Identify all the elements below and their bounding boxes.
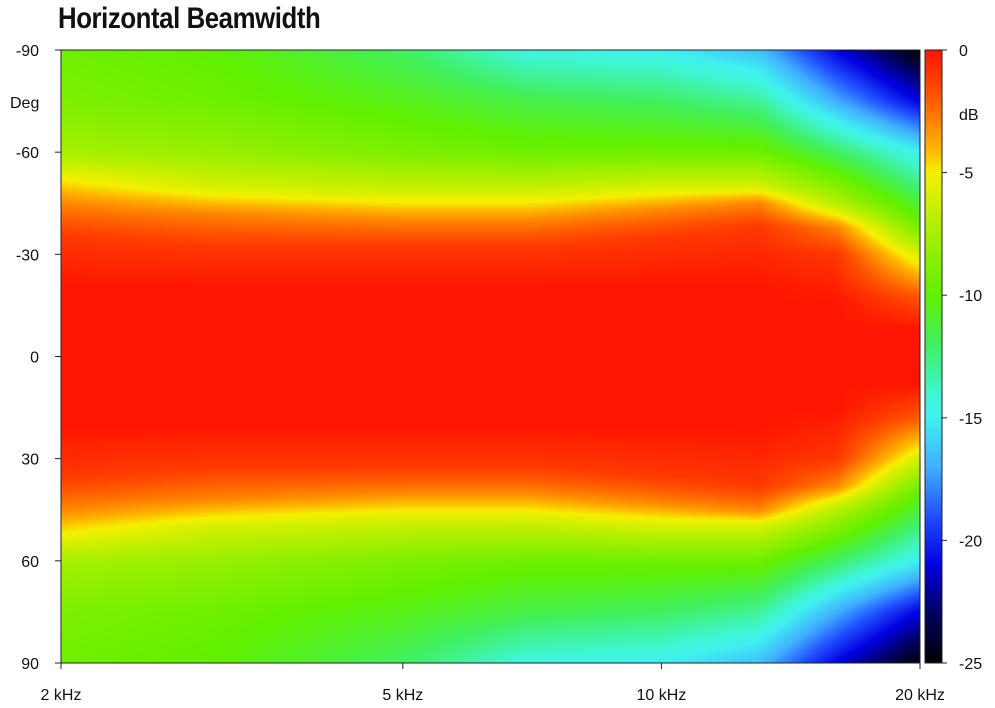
y-axis: -90 -60 -30 0 30 60 90 [16, 43, 61, 673]
heatmap-image [61, 50, 920, 663]
plot-area [60, 49, 921, 664]
colorbar-tick-label: -25 [959, 656, 982, 673]
chart-title: Horizontal Beamwidth [58, 2, 321, 35]
x-axis: 2 kHz 5 kHz 10 kHz 20 kHz [41, 663, 945, 704]
y-axis-label: Deg [10, 95, 39, 112]
colorbar-tick-label: -20 [959, 533, 982, 550]
y-tick-label: 30 [21, 452, 39, 469]
colorbar-unit-label: dB [959, 107, 979, 124]
x-tick-label: 20 kHz [895, 687, 945, 704]
colorbar-gradient [925, 50, 942, 663]
x-tick-label: 5 kHz [382, 687, 423, 704]
y-tick-label: 60 [21, 554, 39, 571]
colorbar-tick-label: -10 [959, 288, 982, 305]
y-tick-label: 90 [21, 656, 39, 673]
colorbar-tick-label: -5 [959, 166, 973, 183]
y-tick-label: -30 [16, 247, 39, 264]
colorbar-ticks: 0 -5 -10 -15 -20 -25 [942, 43, 982, 673]
colorbar-tick-label: 0 [959, 43, 968, 60]
x-tick-label: 2 kHz [41, 687, 82, 704]
x-tick-label: 10 kHz [637, 687, 687, 704]
y-tick-label: 0 [30, 350, 39, 367]
colorbar: 0 -5 -10 -15 -20 -25 dB [924, 43, 982, 673]
y-tick-label: -60 [16, 145, 39, 162]
colorbar-tick-label: -15 [959, 411, 982, 428]
colorbar-frame [924, 49, 943, 664]
y-tick-label: -90 [16, 43, 39, 60]
